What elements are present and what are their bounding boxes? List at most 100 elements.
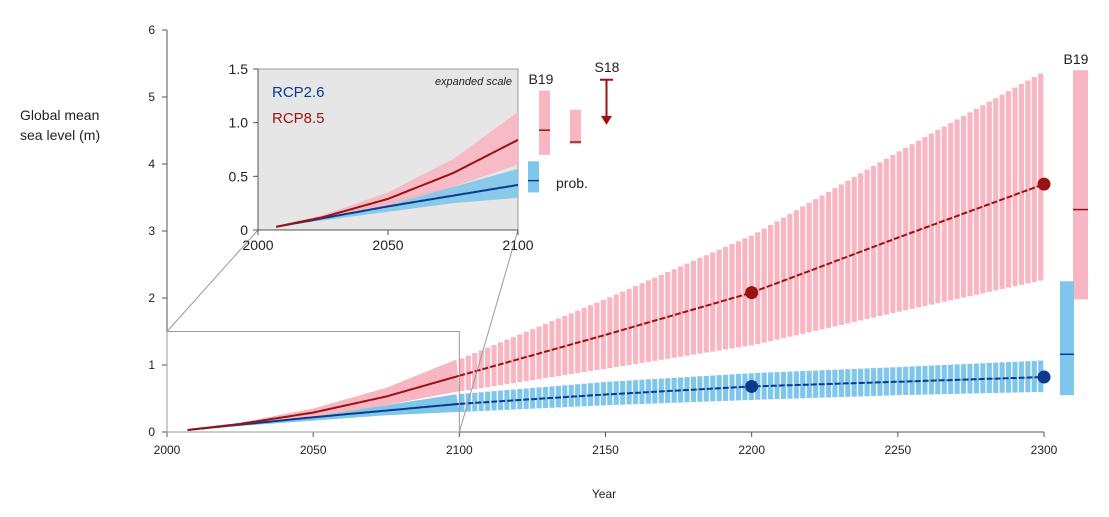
rcp26-band-2000-2100 bbox=[187, 394, 460, 430]
s18-label: S18 bbox=[595, 59, 620, 75]
zoom-connector-right bbox=[458, 229, 519, 433]
inset-y-tick-label: 1.5 bbox=[229, 61, 249, 77]
s18-arrow-head bbox=[601, 115, 612, 125]
inset-rcp85-band bbox=[276, 111, 518, 227]
band-stripe bbox=[967, 363, 973, 394]
band-stripe bbox=[768, 372, 774, 400]
band-stripe bbox=[967, 112, 973, 297]
inset-b19-label: B19 bbox=[529, 71, 554, 87]
inset-y-tick-label: 0.5 bbox=[229, 168, 249, 184]
band-stripe bbox=[780, 217, 787, 339]
band-stripe bbox=[993, 98, 999, 291]
inset-b19-rcp26-bar bbox=[528, 161, 539, 193]
prob-label: prob. bbox=[556, 175, 588, 191]
band-stripe bbox=[922, 137, 928, 306]
b19-2300-label: B19 bbox=[1064, 51, 1089, 67]
band-stripe bbox=[903, 147, 909, 311]
inset-rcp26-band bbox=[276, 168, 518, 227]
band-stripe bbox=[620, 291, 626, 367]
y-tick-label: 5 bbox=[148, 90, 155, 104]
band-stripe bbox=[652, 277, 658, 361]
rcp85-marker bbox=[745, 286, 759, 300]
band-stripe bbox=[838, 184, 844, 325]
band-stripe bbox=[710, 252, 716, 352]
band-stripe bbox=[735, 241, 742, 348]
band-stripe bbox=[761, 228, 767, 343]
x-axis-label: Year bbox=[592, 487, 616, 501]
band-stripe bbox=[999, 94, 1005, 290]
rcp26-marker bbox=[745, 379, 759, 393]
band-stripe bbox=[729, 244, 735, 349]
band-stripe bbox=[858, 173, 864, 321]
band-stripe bbox=[825, 191, 832, 328]
band-stripe bbox=[1031, 360, 1037, 393]
band-stripe bbox=[472, 392, 478, 412]
band-stripe bbox=[903, 366, 909, 396]
band-stripe bbox=[935, 365, 941, 395]
band-stripe bbox=[954, 119, 960, 299]
y-axis-label-line2: sea level (m) bbox=[20, 127, 100, 143]
rcp26-marker bbox=[1037, 370, 1051, 384]
prob-rcp85-bar bbox=[570, 109, 581, 145]
b19-rcp26-bar bbox=[1060, 281, 1074, 396]
band-stripe bbox=[973, 108, 979, 295]
main-median-lines bbox=[187, 177, 1051, 431]
band-stripe bbox=[883, 158, 889, 315]
inset-x-tick-label: 2100 bbox=[502, 237, 533, 253]
band-stripe bbox=[819, 195, 825, 330]
band-stripe bbox=[1018, 84, 1024, 285]
band-stripe bbox=[800, 206, 806, 334]
y-tick-label: 2 bbox=[148, 291, 155, 305]
x-tick-label: 2050 bbox=[300, 443, 327, 457]
band-stripe bbox=[870, 166, 877, 318]
band-stripe bbox=[787, 213, 793, 337]
band-stripe bbox=[845, 180, 851, 324]
band-stripe bbox=[877, 162, 883, 317]
zoom-region-box bbox=[166, 331, 460, 433]
inset-b19-rcp85-bar bbox=[539, 90, 550, 155]
band-stripe bbox=[510, 389, 516, 410]
band-stripe bbox=[639, 379, 645, 404]
y-tick-label: 1 bbox=[148, 358, 155, 372]
inset-panel: 0 0.5 1.0 1.5 2000 2050 2100 expanded scale RCP2… bbox=[166, 59, 620, 433]
band-stripe bbox=[1025, 80, 1031, 284]
band-stripe bbox=[838, 369, 844, 398]
x-tick-label: 2200 bbox=[738, 443, 765, 457]
band-stripe bbox=[948, 122, 954, 301]
band-stripe bbox=[742, 373, 748, 401]
band-stripe bbox=[1038, 73, 1044, 281]
band-stripe bbox=[864, 169, 870, 320]
band-stripe bbox=[935, 130, 941, 304]
band-stripe bbox=[768, 224, 774, 342]
inset-title: expanded scale bbox=[435, 76, 512, 88]
b19-rcp85-bar bbox=[1073, 70, 1088, 300]
legend-rcp26: RCP2.6 bbox=[272, 84, 325, 101]
band-stripe bbox=[999, 362, 1005, 393]
band-stripe bbox=[813, 199, 819, 331]
x-tick-label: 2300 bbox=[1031, 443, 1058, 457]
band-stripe bbox=[890, 154, 896, 314]
band-stripe bbox=[896, 151, 902, 312]
y-tick-label: 3 bbox=[148, 224, 155, 238]
band-stripe bbox=[774, 221, 780, 340]
band-stripe bbox=[517, 334, 523, 383]
legend-rcp85: RCP8.5 bbox=[272, 110, 325, 127]
band-stripe bbox=[870, 368, 877, 397]
band-stripe bbox=[671, 377, 677, 403]
band-stripe bbox=[478, 350, 484, 389]
main-axes: 0 1 2 3 4 5 6 2000 2050 2100 2150 2200 2250 2300 bbox=[148, 23, 1057, 457]
band-stripe bbox=[735, 373, 742, 401]
band-stripe bbox=[575, 384, 581, 407]
band-stripe bbox=[542, 386, 549, 409]
band-stripe bbox=[690, 260, 696, 355]
y-tick-label: 4 bbox=[148, 157, 155, 171]
band-stripe bbox=[697, 258, 703, 354]
band-stripe bbox=[645, 280, 651, 362]
band-stripe bbox=[716, 249, 722, 351]
band-stripe bbox=[774, 372, 780, 400]
inset-rcp85-median-line bbox=[275, 138, 519, 228]
band-stripe bbox=[607, 381, 613, 406]
band-stripe bbox=[806, 370, 812, 399]
band-stripe bbox=[915, 140, 922, 308]
